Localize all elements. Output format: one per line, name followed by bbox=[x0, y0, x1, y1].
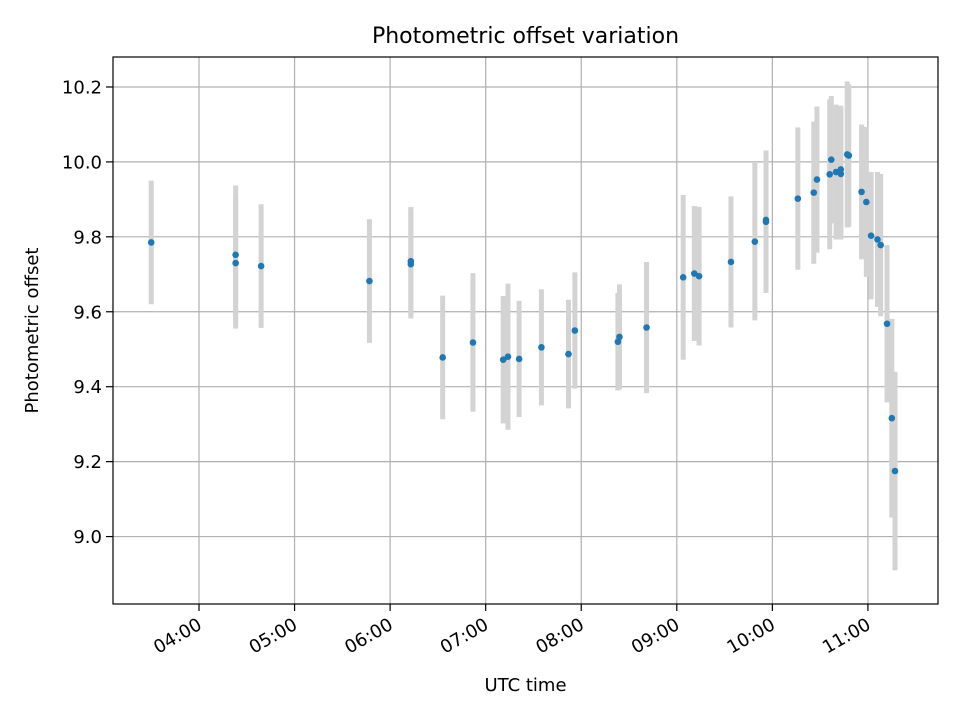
data-point bbox=[366, 277, 373, 285]
data-points bbox=[147, 151, 899, 475]
data-point bbox=[616, 333, 623, 341]
grid bbox=[113, 57, 938, 604]
data-point bbox=[695, 272, 703, 280]
data-point bbox=[883, 320, 891, 328]
data-point bbox=[888, 414, 896, 422]
y-tick-label: 9.2 bbox=[73, 452, 102, 473]
data-point bbox=[810, 189, 818, 196]
plot-frame bbox=[112, 56, 939, 605]
y-tick-label: 9.0 bbox=[73, 527, 102, 548]
data-point bbox=[891, 467, 899, 475]
data-point bbox=[837, 170, 845, 178]
data-point bbox=[439, 354, 446, 361]
data-point bbox=[232, 251, 239, 259]
y-tick-label: 9.4 bbox=[73, 377, 102, 398]
plot-background bbox=[113, 57, 938, 604]
data-point bbox=[877, 241, 884, 249]
x-axis-label: UTC time bbox=[484, 675, 566, 696]
data-point bbox=[845, 152, 853, 159]
y-tick-label: 10.2 bbox=[62, 77, 102, 98]
data-point bbox=[874, 236, 881, 243]
data-point bbox=[794, 195, 802, 202]
y-tick-label: 9.6 bbox=[73, 302, 102, 323]
y-axis-label: Photometric offset bbox=[22, 248, 43, 414]
data-point bbox=[232, 259, 239, 267]
data-point bbox=[751, 238, 759, 246]
data-point bbox=[515, 355, 523, 363]
data-point bbox=[571, 327, 579, 334]
data-point bbox=[407, 257, 415, 265]
data-point bbox=[504, 353, 512, 361]
data-point bbox=[643, 324, 650, 331]
chart-title: Photometric offset variation bbox=[372, 24, 679, 49]
data-point bbox=[863, 198, 870, 206]
data-point bbox=[679, 273, 687, 281]
data-point bbox=[469, 339, 477, 346]
data-point bbox=[813, 176, 821, 183]
data-point bbox=[257, 262, 265, 270]
data-point bbox=[147, 239, 155, 246]
data-point bbox=[827, 156, 835, 163]
data-point bbox=[499, 356, 507, 364]
y-tick-label: 10.0 bbox=[62, 152, 102, 173]
data-point bbox=[826, 170, 833, 178]
y-tick-label: 9.8 bbox=[73, 227, 102, 248]
data-point bbox=[762, 216, 770, 224]
data-point bbox=[538, 344, 545, 351]
data-point bbox=[858, 188, 865, 196]
data-point bbox=[727, 258, 735, 266]
data-point bbox=[867, 232, 875, 240]
data-point bbox=[565, 350, 572, 358]
